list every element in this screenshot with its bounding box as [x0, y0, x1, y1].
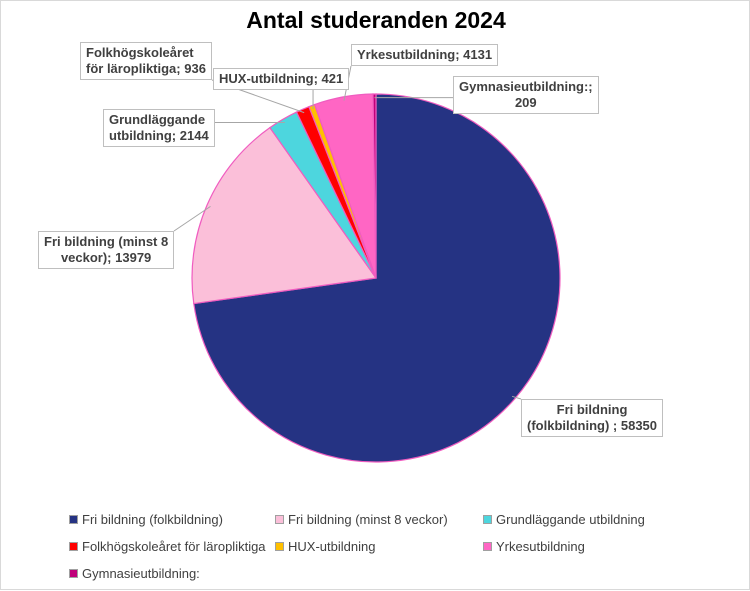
leader-line-0: [511, 395, 522, 400]
data-label-fri-bildning-folkbildning: Fri bildning (folkbildning) ; 58350: [521, 399, 664, 437]
legend-item-yrkesutbildning: Yrkesutbildning: [483, 539, 585, 554]
data-label-gymnasieutbildning: Gymnasieutbildning:; 209: [453, 76, 599, 114]
legend-label: Folkhögskoleåret för läropliktiga: [82, 539, 266, 554]
data-label-line: 209: [514, 95, 537, 110]
data-label-line: Fri bildning: [556, 402, 628, 417]
legend-item-folkhogskolearet: Folkhögskoleåret för läropliktiga: [69, 539, 266, 554]
legend-item-grundlaggande-utbildning: Grundläggande utbildning: [483, 512, 645, 527]
legend-item-hux-utbildning: HUX-utbildning: [275, 539, 375, 554]
legend-swatch: [275, 542, 284, 551]
data-label-grundlaggande-utbildning: Grundläggande utbildning; 2144: [103, 109, 215, 147]
data-label-fri-bildning-minst-8-veckor: Fri bildning (minst 8 veckor); 13979: [38, 231, 175, 269]
legend-swatch: [483, 515, 492, 524]
legend-item-fri-bildning-folkbildning: Fri bildning (folkbildning): [69, 512, 223, 527]
legend-label: Grundläggande utbildning: [496, 512, 645, 527]
legend-label: HUX-utbildning: [288, 539, 376, 554]
pie-slice-6: [372, 93, 377, 279]
data-label-line: veckor); 13979: [60, 250, 152, 265]
legend-swatch: [69, 515, 78, 524]
leader-line-1: [173, 205, 211, 232]
data-label-line: Folkhögskoleåret: [86, 45, 194, 60]
data-label-hux-utbildning: HUX-utbildning; 421: [213, 68, 350, 90]
data-label-line: Fri bildning (minst 8: [44, 234, 169, 249]
data-label-line: utbildning; 2144: [109, 128, 209, 143]
legend-label: Gymnasieutbildning:: [82, 566, 200, 581]
legend-swatch: [69, 542, 78, 551]
data-label-line: (folkbildning) ; 58350: [527, 418, 658, 433]
legend-swatch: [483, 542, 492, 551]
legend-item-gymnasieutbildning: Gymnasieutbildning:: [69, 566, 200, 581]
legend-item-fri-bildning-minst-8-veckor: Fri bildning (minst 8 veckor): [275, 512, 448, 527]
data-label-folkhogskolearet: Folkhögskoleåret för läropliktiga; 936: [80, 42, 212, 80]
data-label-line: Grundläggande: [109, 112, 206, 127]
data-label-yrkesutbildning: Yrkesutbildning; 4131: [351, 44, 499, 66]
data-label-line: Yrkesutbildning; 4131: [357, 47, 493, 62]
legend-label: Yrkesutbildning: [496, 539, 585, 554]
legend-label: Fri bildning (minst 8 veckor): [288, 512, 448, 527]
data-label-line: Gymnasieutbildning:;: [459, 79, 593, 94]
legend-swatch: [69, 569, 78, 578]
pie-slice-1: [191, 126, 378, 305]
data-label-line: för läropliktiga; 936: [86, 61, 206, 76]
chart-title: Antal studeranden 2024: [246, 7, 506, 33]
data-label-line: HUX-utbildning; 421: [219, 71, 344, 86]
pie-slice-0: [193, 93, 561, 463]
legend-label: Fri bildning (folkbildning): [82, 512, 223, 527]
legend-swatch: [275, 515, 284, 524]
